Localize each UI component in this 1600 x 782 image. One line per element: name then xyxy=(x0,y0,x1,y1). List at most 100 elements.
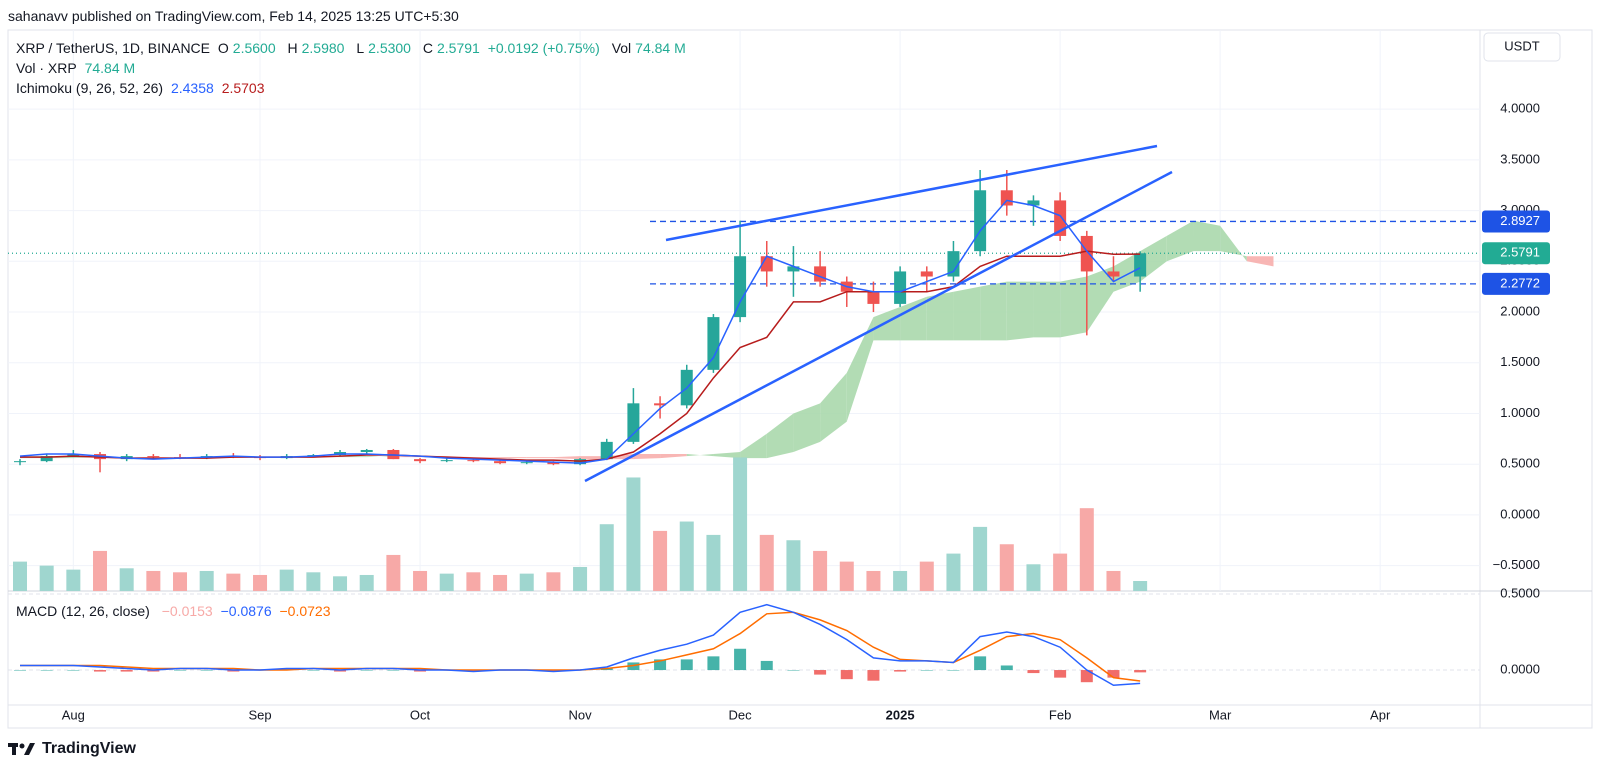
key: O xyxy=(217,40,229,56)
macd-histogram xyxy=(227,670,240,672)
macd-histogram xyxy=(787,670,800,671)
volume-bar xyxy=(1079,508,1094,591)
cloud xyxy=(1246,256,1274,267)
axes: 4.00003.50003.00002.50002.00001.50001.00… xyxy=(62,101,1550,722)
y-tick-label: 2.0000 xyxy=(1500,303,1540,318)
drawings xyxy=(584,144,1173,483)
volume-bar xyxy=(39,565,54,591)
volume-bar xyxy=(573,566,588,591)
volume-bar xyxy=(119,568,134,591)
candle-body xyxy=(1080,235,1093,272)
value: −0.0876 xyxy=(220,603,272,619)
candle-body xyxy=(947,251,960,277)
volume-bar xyxy=(813,550,828,591)
macd-histogram xyxy=(200,670,213,671)
macd-histogram xyxy=(414,670,427,672)
macd-histogram xyxy=(707,656,720,671)
cloud xyxy=(553,456,581,460)
cloud xyxy=(713,452,741,459)
cloud xyxy=(820,372,847,442)
macd-histogram xyxy=(840,670,853,680)
volume-bar xyxy=(893,570,908,591)
cloud xyxy=(1086,266,1114,333)
price-badge xyxy=(1482,272,1550,295)
macd-histogram xyxy=(40,670,53,671)
candle-body xyxy=(894,271,907,304)
symbol: XRP / TetherUS, 1D, BINANCE xyxy=(16,40,210,56)
candle-body xyxy=(40,456,53,462)
value: −0.0723 xyxy=(279,603,331,619)
cloud xyxy=(1006,281,1034,341)
macd-histogram xyxy=(94,670,107,672)
value: 74.84 M xyxy=(635,40,686,56)
macd-histogram xyxy=(387,670,400,671)
candle-body xyxy=(627,403,640,442)
candle-body xyxy=(520,462,533,464)
cloud xyxy=(1166,220,1194,262)
y-tick-label: 0.0000 xyxy=(1500,506,1540,521)
macd-pane xyxy=(8,593,1480,687)
volume-bar xyxy=(759,534,774,591)
x-tick-label: Apr xyxy=(1370,707,1391,722)
macd-histogram xyxy=(174,670,187,671)
value: 2.5703 xyxy=(221,80,265,96)
macd-histogram xyxy=(867,670,880,681)
macd-histogram xyxy=(547,670,560,672)
y-tick-label: 1.0000 xyxy=(1500,405,1540,420)
volume-bar xyxy=(866,570,881,591)
macd-histogram xyxy=(680,659,693,671)
macd-histogram xyxy=(814,670,827,675)
cloud xyxy=(873,306,901,341)
candle-body xyxy=(147,456,160,458)
macd-histogram xyxy=(360,670,373,671)
volume-bar xyxy=(839,561,854,591)
title: Ichimoku (9, 26, 52, 26) xyxy=(16,80,164,96)
ichimoku-legend: Ichimoku (9, 26, 52, 26) 2.4358 2.5703 xyxy=(16,80,269,96)
cloud xyxy=(1193,220,1221,252)
currency: USDT xyxy=(1504,38,1539,53)
volume-bar xyxy=(626,477,641,591)
cloud xyxy=(766,413,794,459)
brand: TradingView xyxy=(42,740,136,757)
x-tick-label: Mar xyxy=(1209,707,1232,722)
symbol-legend: XRP / TetherUS, 1D, BINANCE O 2.5600 H 2.5… xyxy=(16,40,690,56)
x-tick-label: Oct xyxy=(410,707,431,722)
candle-body xyxy=(1000,190,1013,206)
cloud xyxy=(500,457,527,459)
publisher: sahanavv published on TradingView.com, F… xyxy=(8,8,459,24)
volume-bar xyxy=(1133,581,1148,591)
macd-histogram xyxy=(1027,670,1040,674)
macd-histogram xyxy=(467,670,480,672)
macd-histogram xyxy=(307,670,320,671)
candle-body xyxy=(467,460,480,462)
volume-legend: Vol · XRP 74.84 M xyxy=(16,60,139,76)
price-badge-label: 2.5791 xyxy=(1500,245,1540,260)
cloud xyxy=(1140,235,1167,282)
volume-bar xyxy=(546,572,561,591)
macd-histogram xyxy=(1000,665,1013,671)
volume-bar xyxy=(386,554,401,591)
volume-bar xyxy=(13,561,27,591)
volume-bar xyxy=(466,572,481,591)
macd-histogram xyxy=(334,670,347,672)
candle-body xyxy=(547,462,560,465)
candle-body xyxy=(1027,200,1040,206)
volume-bar xyxy=(999,544,1014,591)
y-tick-label: 3.5000 xyxy=(1500,151,1540,166)
volume-bar xyxy=(359,574,374,591)
y-tick-label: 0.5000 xyxy=(1500,585,1540,600)
macd-histogram xyxy=(894,670,907,672)
macd-line xyxy=(20,603,1141,687)
key: H xyxy=(287,40,298,56)
macd-histogram xyxy=(147,670,160,672)
title: MACD (12, 26, close) xyxy=(16,603,150,619)
currency-button[interactable] xyxy=(1483,32,1561,62)
volume-bar xyxy=(93,550,108,591)
y-tick-label: 0.0000 xyxy=(1500,661,1540,676)
candle-body xyxy=(814,266,827,282)
price-pane xyxy=(8,30,1480,591)
cloud xyxy=(953,286,981,341)
macd-histogram xyxy=(1080,670,1093,683)
x-tick-label: Aug xyxy=(62,707,85,722)
